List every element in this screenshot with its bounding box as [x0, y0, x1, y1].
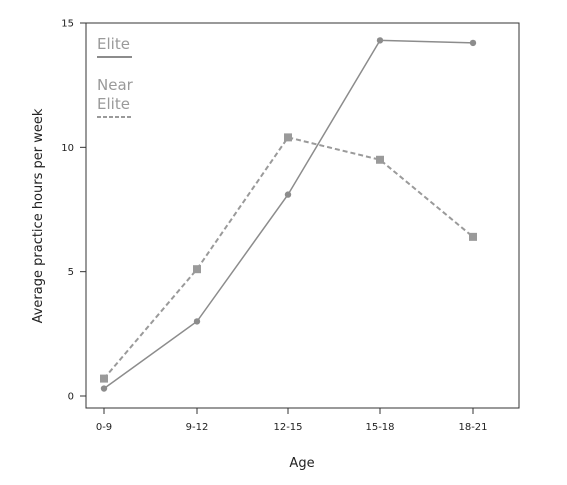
series-elite	[100, 37, 477, 392]
data-point-square	[284, 133, 292, 142]
data-point-square	[193, 265, 201, 274]
x-tick-label: 15-18	[365, 422, 394, 433]
x-tick-label: 0-9	[96, 422, 112, 433]
legend-entry: Elite	[97, 35, 132, 58]
series-line	[103, 39, 474, 390]
series-layer	[100, 37, 477, 392]
data-point-square	[376, 155, 384, 164]
x-tick-label: 18-21	[458, 422, 487, 433]
plot-frame	[85, 22, 520, 409]
data-point-circle	[376, 37, 384, 44]
x-tick-label: 12-15	[273, 422, 302, 433]
data-point-square	[100, 374, 108, 383]
data-point-circle	[284, 191, 292, 198]
y-tick-label: 10	[61, 143, 74, 154]
y-axis: 0 5 10 15	[61, 19, 86, 403]
series-line	[103, 136, 474, 380]
y-tick-label: 0	[68, 392, 74, 403]
legend-label: Elite	[97, 35, 130, 53]
x-axis: 0-9 9-12 12-15 15-18 18-21	[96, 408, 488, 433]
legend-label: Near	[97, 76, 134, 94]
data-point-square	[469, 232, 477, 241]
data-point-circle	[100, 385, 108, 392]
series-near-elite	[100, 133, 477, 383]
y-tick-label: 5	[68, 267, 74, 278]
x-axis-title: Age	[289, 456, 314, 471]
y-axis-title: Average practice hours per week	[31, 108, 46, 323]
y-tick-label: 15	[61, 19, 74, 30]
x-tick-label: 9-12	[186, 422, 209, 433]
data-point-circle	[193, 318, 201, 325]
data-point-circle	[469, 39, 477, 47]
legend-label: Elite	[97, 95, 130, 113]
